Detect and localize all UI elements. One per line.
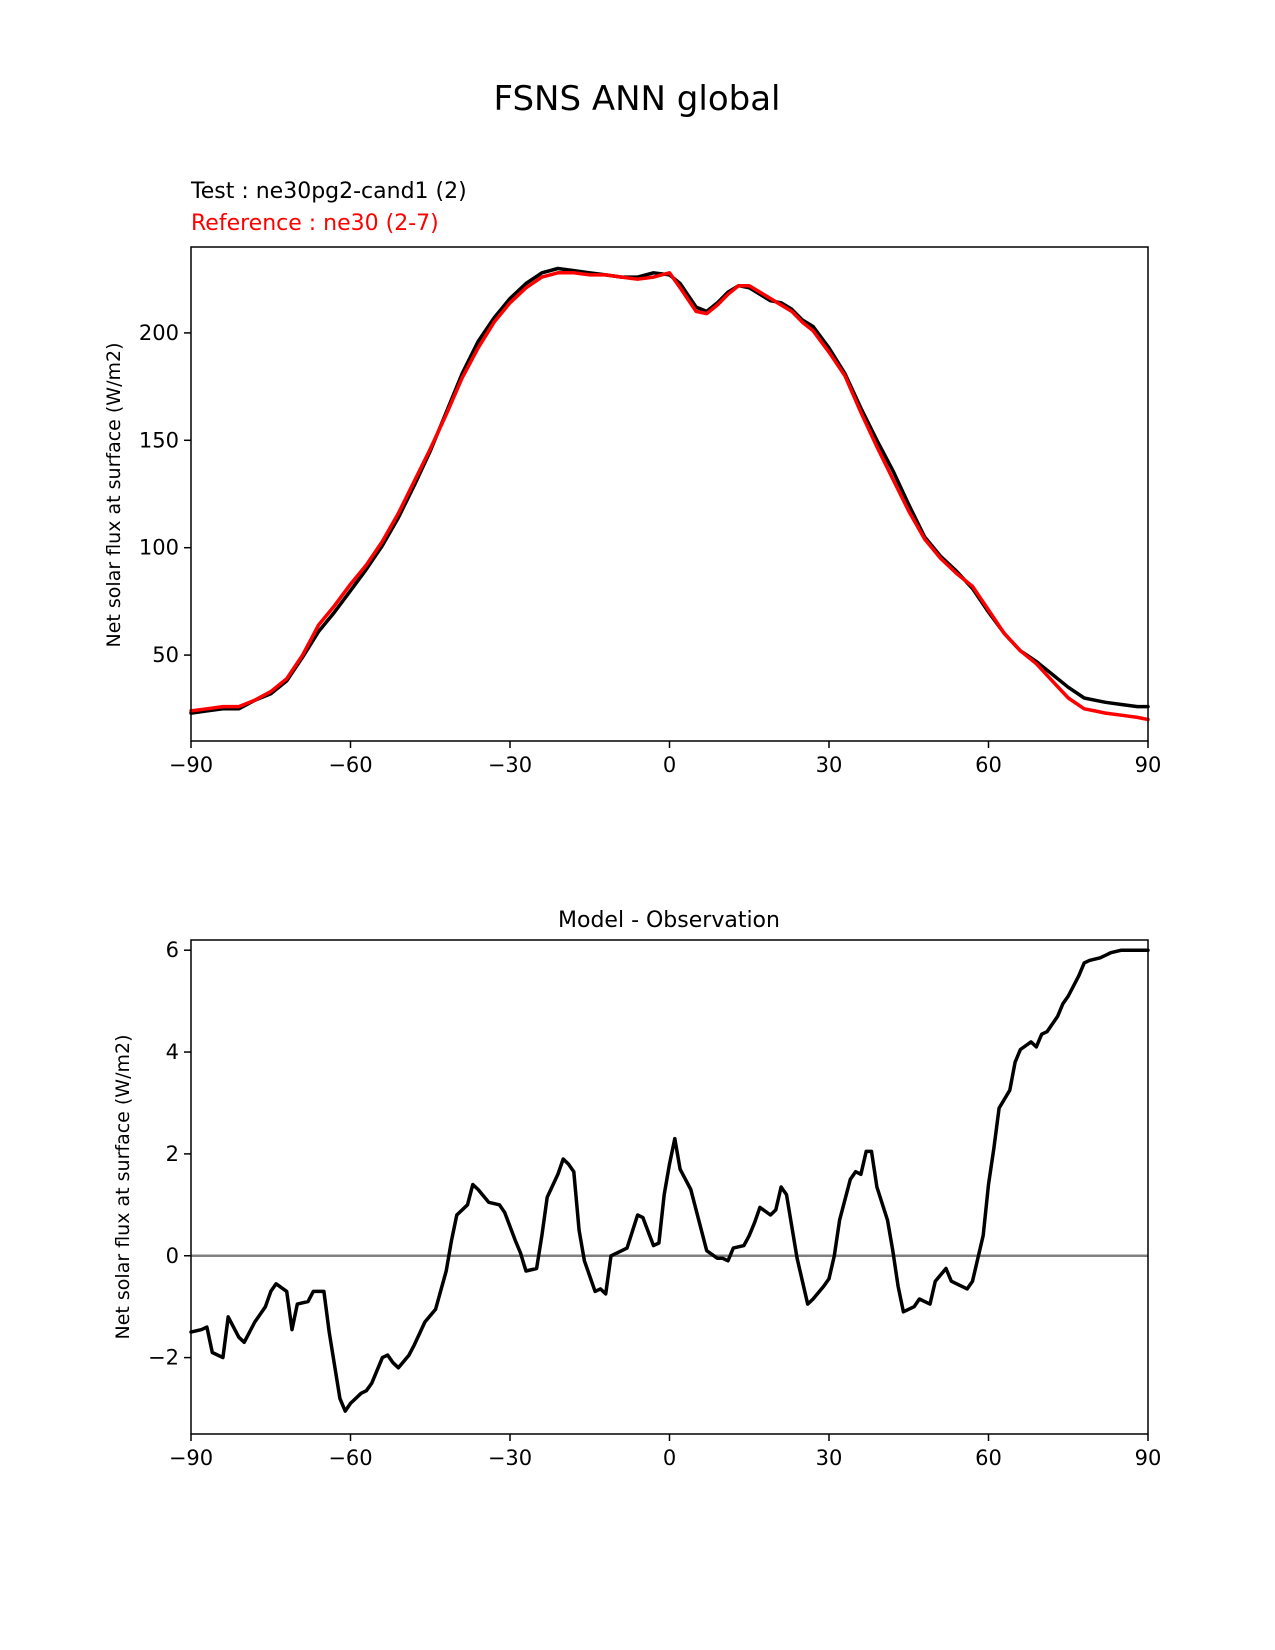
bottom-y-axis: −2 0 2 4 6 [148,938,191,1370]
top-xtick-label: −90 [169,753,213,777]
reference-label: Reference : ne30 (2-7) [191,211,439,236]
top-xtick-label: 90 [1135,753,1162,777]
bottom-ytick-label: 0 [166,1244,179,1268]
top-series-line-reference [189,271,1150,722]
top-ytick-label: 150 [139,428,179,452]
bottom-xtick-label: −30 [488,1446,532,1470]
top-ytick-label: 50 [152,643,179,667]
top-series-line-test [189,266,1150,715]
bottom-panel: Model - Observation Net solar flux at su… [112,908,1161,1470]
top-ytick-label: 200 [139,321,179,345]
top-x-axis: −90 −60 −30 0 30 60 90 [169,741,1162,777]
bottom-xtick-label: −90 [169,1446,213,1470]
figure-title: FSNS ANN global [494,79,781,119]
top-xtick-label: 30 [816,753,843,777]
bottom-ytick-label: −2 [148,1346,179,1370]
bottom-series-group [189,948,1150,1413]
bottom-series-line-test [189,948,1150,1413]
bottom-x-axis: −90 −60 −30 0 30 60 90 [169,1434,1162,1470]
top-xtick-label: −60 [328,753,372,777]
bottom-title: Model - Observation [558,908,780,933]
bottom-xtick-label: 90 [1135,1446,1162,1470]
top-xtick-label: −30 [488,753,532,777]
top-xtick-label: 0 [663,753,676,777]
bottom-xtick-label: 0 [663,1446,676,1470]
top-ylabel: Net solar flux at surface (W/m2) [103,343,125,648]
bottom-xtick-label: −60 [328,1446,372,1470]
top-ytick-label: 100 [139,536,179,560]
bottom-ytick-label: 6 [166,938,179,962]
bottom-ylabel: Net solar flux at surface (W/m2) [112,1035,134,1340]
top-axes-frame [190,246,1149,742]
top-xtick-label: 60 [975,753,1002,777]
bottom-xtick-label: 30 [816,1446,843,1470]
bottom-axes-frame [190,939,1149,1435]
bottom-ytick-label: 4 [166,1040,179,1064]
top-panel: Test : ne30pg2-cand1 (2) Reference : ne3… [103,179,1161,777]
top-y-axis: 50 100 150 200 [139,321,191,667]
test-label: Test : ne30pg2-cand1 (2) [190,179,467,204]
bottom-ytick-label: 2 [166,1142,179,1166]
top-series-group [189,266,1150,722]
bottom-xtick-label: 60 [975,1446,1002,1470]
